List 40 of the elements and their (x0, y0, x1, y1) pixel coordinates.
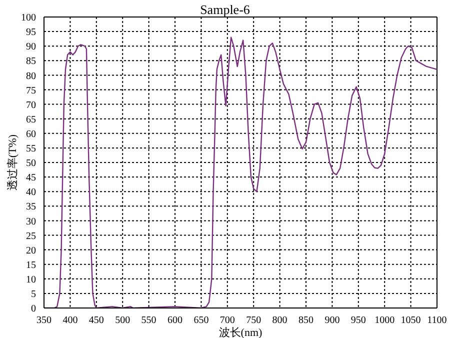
y-tick-label: 45 (26, 172, 36, 184)
x-tick-label: 450 (88, 315, 104, 326)
y-tick-label: 85 (26, 56, 36, 68)
x-tick-label: 950 (350, 315, 366, 326)
x-tick-label: 500 (115, 315, 130, 326)
x-tick-label: 350 (36, 315, 52, 326)
y-tick-label: 70 (26, 100, 36, 111)
y-tick-label: 80 (26, 70, 36, 82)
y-tick-label: 30 (26, 216, 36, 228)
chart-title: Sample-6 (200, 2, 250, 17)
y-tick-label: 65 (26, 114, 36, 126)
x-tick-label: 850 (298, 315, 314, 326)
y-tick-label: 95 (26, 27, 36, 38)
x-tick-label: 700 (220, 315, 235, 326)
y-axis-title: 透过率(T%) (6, 134, 19, 191)
x-tick-label: 600 (168, 315, 182, 326)
y-tick-label: 40 (26, 187, 36, 198)
y-tick-label: 90 (26, 42, 36, 53)
x-tick-label: 1100 (427, 315, 447, 326)
x-tick-label: 800 (272, 315, 288, 326)
y-tick-label: 0 (31, 304, 36, 315)
x-tick-label: 550 (141, 315, 156, 326)
y-tick-label: 10 (26, 274, 36, 286)
y-tick-label: 20 (26, 245, 36, 256)
y-tick-label: 50 (26, 158, 36, 170)
x-tick-label: 750 (246, 315, 262, 326)
x-tick-label: 900 (324, 315, 340, 326)
x-axis-title: 波长(nm) (218, 326, 263, 338)
y-tick-label: 60 (26, 128, 36, 140)
y-tick-label: 100 (21, 12, 36, 24)
x-tick-label: 400 (62, 315, 78, 326)
x-tick-label: 650 (194, 315, 209, 326)
x-tick-label: 1000 (374, 315, 395, 326)
y-tick-label: 55 (26, 144, 36, 154)
y-tick-label: 25 (26, 230, 36, 242)
y-tick-label: 75 (26, 85, 36, 96)
y-tick-label: 5 (31, 289, 36, 300)
y-tick-label: 15 (26, 260, 36, 271)
x-tick-label: 1050 (400, 315, 421, 326)
y-tick-label: 35 (26, 202, 36, 213)
